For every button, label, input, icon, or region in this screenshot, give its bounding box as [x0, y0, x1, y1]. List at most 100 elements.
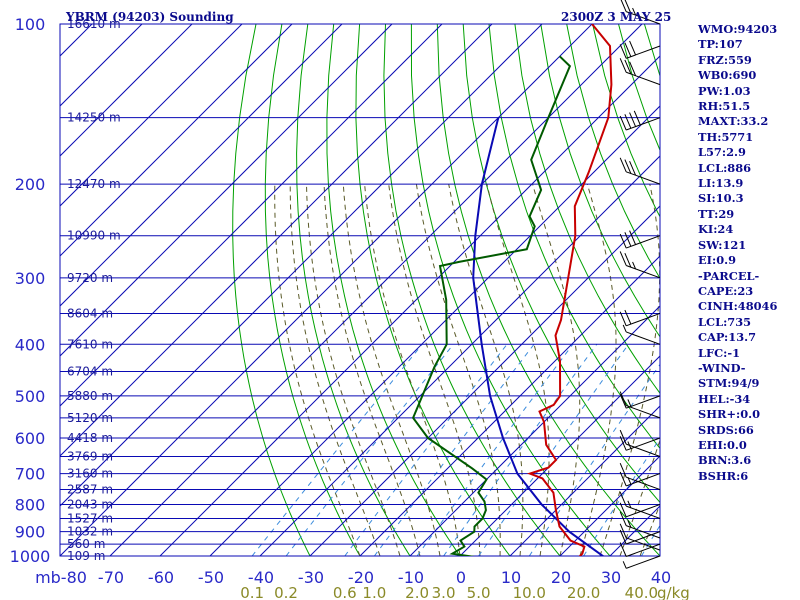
index-item: BRN:3.6	[698, 453, 752, 468]
mixing-ratio-label: 40.0	[625, 584, 658, 600]
isotherm	[60, 24, 343, 307]
isotherm	[409, 305, 660, 556]
temperature-tick-label: 0	[456, 568, 466, 587]
height-label: 109 m	[67, 549, 105, 563]
index-item: -PARCEL-	[698, 268, 760, 283]
index-item: RH:51.5	[698, 99, 751, 114]
mixing-ratio-unit: g/kg	[657, 584, 690, 600]
dewpoint-trace	[411, 55, 572, 556]
pressure-tick-label: 800	[15, 495, 46, 514]
isotherm	[209, 105, 660, 556]
temperature-tick-label: -50	[198, 568, 224, 587]
temperature-trace	[526, 24, 613, 556]
isotherm	[60, 24, 593, 556]
wind-barb	[619, 523, 661, 551]
wind-barb	[619, 230, 661, 249]
height-label: 2043 m	[67, 497, 113, 511]
height-label: 560 m	[67, 537, 105, 551]
sounding-traces	[411, 24, 613, 556]
height-label: 3769 m	[67, 449, 113, 463]
pressure-tick-label: 900	[15, 523, 46, 542]
isotherm	[509, 405, 660, 556]
height-label: 14250 m	[67, 111, 121, 125]
isotherm	[259, 155, 660, 556]
index-item: CAP:13.7	[698, 330, 757, 345]
pressure-tick-label: 400	[15, 335, 46, 354]
temperature-tick-label: -60	[148, 568, 174, 587]
isotherm	[60, 24, 443, 407]
chart-title: YBRM (94203) Sounding	[65, 10, 234, 24]
index-item: LFC:-1	[698, 345, 741, 360]
wind-barb	[620, 0, 661, 25]
mixing-ratio-label: 5.0	[467, 584, 491, 600]
index-item: LCL:735	[698, 314, 752, 329]
wind-barb	[619, 436, 661, 451]
isotherm	[60, 24, 543, 507]
temperature-tick-label: -20	[348, 568, 374, 587]
temperature-tick-label: 30	[601, 568, 621, 587]
wind-barb	[619, 511, 661, 539]
mixing-ratio-label: 1.0	[362, 584, 386, 600]
isotherm	[559, 455, 660, 556]
height-label: 16610 m	[67, 17, 121, 31]
height-label: 3160 m	[67, 467, 113, 481]
wind-barb	[619, 429, 661, 457]
index-item: BSHR:6	[698, 468, 749, 483]
wind-barb	[619, 393, 661, 409]
wind-barb	[619, 58, 661, 86]
temperature-tick-label: -40	[248, 568, 274, 587]
temperature-tick-label: 20	[551, 568, 571, 587]
wind-barb	[619, 542, 661, 557]
wind-barb	[622, 324, 661, 345]
index-item: MAXT:33.2	[698, 114, 769, 129]
wind-barb	[619, 471, 661, 487]
wind-barb	[619, 391, 661, 419]
stability-indices-panel: WMO:94203 TP:107 FRZ:559 WB0:690 PW:1.03 RH:5…	[698, 22, 777, 484]
temperature-tick-label: 10	[501, 568, 521, 587]
pressure-tick-label: 600	[15, 429, 46, 448]
pressure-tick-label: 200	[15, 175, 46, 194]
pressure-tick-label: 300	[15, 269, 46, 288]
index-item: EI:0.9	[698, 253, 737, 268]
index-item: STM:94/9	[698, 376, 760, 391]
wind-barb	[619, 529, 661, 545]
isotherm	[159, 55, 660, 556]
index-item: FRZ:559	[698, 52, 752, 67]
height-label: 5120 m	[67, 411, 113, 425]
isotherms	[60, 24, 660, 556]
wind-barb	[619, 110, 661, 131]
isotherm	[109, 24, 643, 556]
temperature-tick-label: mb-80	[35, 568, 87, 587]
wind-barb	[619, 491, 661, 519]
index-item: L57:2.9	[698, 145, 746, 160]
pressure-tick-label: 700	[15, 465, 46, 484]
index-item: LCL:886	[698, 160, 752, 175]
height-label: 2587 m	[67, 483, 113, 497]
height-label: 12470 m	[67, 177, 121, 191]
height-label: 5880 m	[67, 389, 113, 403]
index-item: SW:121	[698, 237, 747, 252]
mixing-ratio-label: 0.2	[274, 584, 298, 600]
height-label: 7610 m	[67, 337, 113, 351]
pressure-tick-label: 1000	[10, 547, 51, 566]
wind-barb	[619, 251, 661, 279]
index-item: SRDS:66	[698, 422, 754, 437]
wind-barb	[619, 157, 661, 185]
index-item: -WIND-	[698, 360, 746, 375]
temperature-tick-label: -10	[398, 568, 424, 587]
isotherm	[60, 24, 493, 457]
height-label: 9720 m	[67, 271, 113, 285]
isotherm	[60, 24, 393, 357]
temperature-tick-label: 40	[651, 568, 671, 587]
isotherm	[60, 24, 293, 257]
index-item: HEL:-34	[698, 391, 751, 406]
index-item: TP:107	[698, 37, 743, 52]
wind-barb	[619, 462, 661, 491]
parcel-trace	[472, 117, 605, 556]
index-item: EHI:0.0	[698, 437, 747, 452]
mixing-ratio-label: 0.6	[333, 584, 357, 600]
mixing-ratio-label: 20.0	[567, 584, 600, 600]
index-item: SHR+:0.0	[698, 407, 761, 422]
height-label: 1527 m	[67, 511, 113, 525]
